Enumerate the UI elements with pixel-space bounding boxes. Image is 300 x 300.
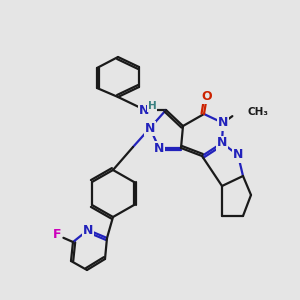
Text: N: N bbox=[83, 224, 93, 236]
Text: CH₃: CH₃ bbox=[247, 107, 268, 117]
Text: H: H bbox=[148, 101, 156, 111]
Text: N: N bbox=[233, 148, 243, 161]
Text: F: F bbox=[53, 229, 61, 242]
Text: N: N bbox=[217, 136, 227, 149]
Text: N: N bbox=[154, 142, 164, 154]
Text: N: N bbox=[145, 122, 155, 134]
Text: O: O bbox=[202, 89, 212, 103]
Text: N: N bbox=[139, 103, 149, 116]
Text: N: N bbox=[218, 116, 228, 130]
